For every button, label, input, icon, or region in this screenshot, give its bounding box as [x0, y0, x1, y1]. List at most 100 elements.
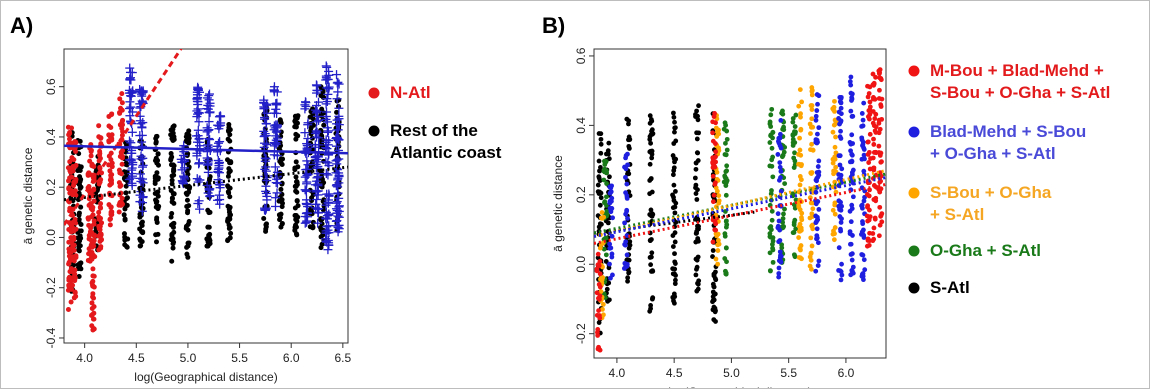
data-point [713, 256, 719, 262]
data-point-plus [312, 173, 322, 183]
data-point-plus [192, 151, 202, 161]
data-point [153, 200, 159, 206]
data-point [693, 272, 699, 278]
data-point [692, 175, 698, 181]
data-point [710, 299, 715, 305]
data-point-plus [321, 228, 331, 238]
data-point-plus [214, 112, 224, 122]
data-point [168, 156, 174, 162]
data-point [672, 239, 678, 245]
data-point [98, 201, 104, 207]
data-point [276, 146, 282, 152]
data-point [607, 200, 613, 206]
data-point [770, 247, 776, 253]
data-point [710, 239, 716, 245]
data-point [722, 174, 728, 180]
data-point [625, 162, 630, 168]
data-point [122, 236, 128, 242]
data-point [608, 245, 614, 251]
data-point [790, 230, 796, 236]
data-point [877, 87, 882, 93]
data-point [815, 131, 820, 137]
data-point [70, 206, 76, 212]
data-point-plus [271, 104, 281, 114]
data-point-plus [300, 185, 310, 195]
data-point [723, 245, 729, 251]
data-point [778, 169, 784, 174]
data-point [75, 168, 81, 174]
data-point [716, 241, 722, 247]
data-point-plus [271, 127, 281, 137]
data-point [867, 131, 873, 137]
data-point [89, 163, 95, 169]
data-point [859, 202, 865, 208]
data-point [865, 94, 871, 100]
data-point [876, 187, 882, 192]
data-point [106, 162, 112, 168]
data-point-plus [135, 131, 145, 141]
data-point [710, 289, 716, 295]
legend-label-line: S-Bou + O-Gha [930, 183, 1052, 202]
data-point-plus [312, 85, 322, 95]
data-point [596, 282, 602, 287]
data-point [294, 198, 300, 204]
data-point [713, 154, 718, 160]
data-point [72, 290, 78, 296]
data-point [693, 166, 699, 172]
data-point [809, 141, 814, 147]
data-point [836, 245, 842, 251]
data-point [862, 267, 868, 273]
data-point [849, 151, 855, 157]
data-point-plus [203, 156, 213, 166]
data-point-plus [127, 148, 137, 158]
data-point [838, 220, 844, 225]
data-point [66, 178, 72, 184]
data-point [670, 266, 676, 272]
data-point-plus [192, 174, 202, 184]
data-point [670, 153, 676, 158]
data-point [798, 152, 804, 158]
legend-label-3: O-Gha + S-Atl [930, 241, 1041, 260]
data-point [225, 173, 231, 179]
data-point [838, 111, 844, 117]
data-point-plus [313, 208, 323, 218]
data-point-plus [312, 195, 322, 205]
data-point [594, 290, 600, 296]
data-point [226, 225, 232, 231]
data-point-plus [192, 94, 202, 104]
data-point-plus [125, 155, 135, 165]
data-point [723, 224, 729, 230]
data-point [722, 120, 728, 126]
data-point [169, 211, 175, 217]
data-point [671, 141, 677, 146]
data-point-plus [204, 184, 214, 194]
data-point [850, 167, 856, 173]
data-point [71, 295, 77, 301]
data-point [71, 258, 77, 264]
data-point-plus [124, 136, 134, 146]
data-point [91, 198, 97, 204]
data-point [155, 162, 161, 168]
data-point [849, 257, 855, 263]
data-point [798, 111, 803, 117]
data-point [648, 213, 654, 219]
data-point [649, 250, 655, 256]
data-point [170, 222, 176, 228]
legend-label-line: M-Bou + Blad-Mehd + [930, 61, 1104, 80]
data-point [89, 249, 95, 255]
data-point [152, 158, 158, 164]
data-point [600, 301, 606, 307]
data-point [847, 208, 853, 214]
data-point [710, 162, 716, 167]
data-point [838, 100, 844, 106]
data-point [796, 224, 802, 230]
data-point-plus [127, 127, 137, 137]
data-point [770, 174, 776, 180]
data-point-plus [323, 74, 333, 84]
data-point-plus [300, 128, 310, 138]
data-point [610, 272, 615, 278]
data-point [624, 252, 630, 258]
data-point [626, 134, 632, 140]
data-point-plus [177, 165, 187, 175]
data-point [97, 164, 103, 170]
